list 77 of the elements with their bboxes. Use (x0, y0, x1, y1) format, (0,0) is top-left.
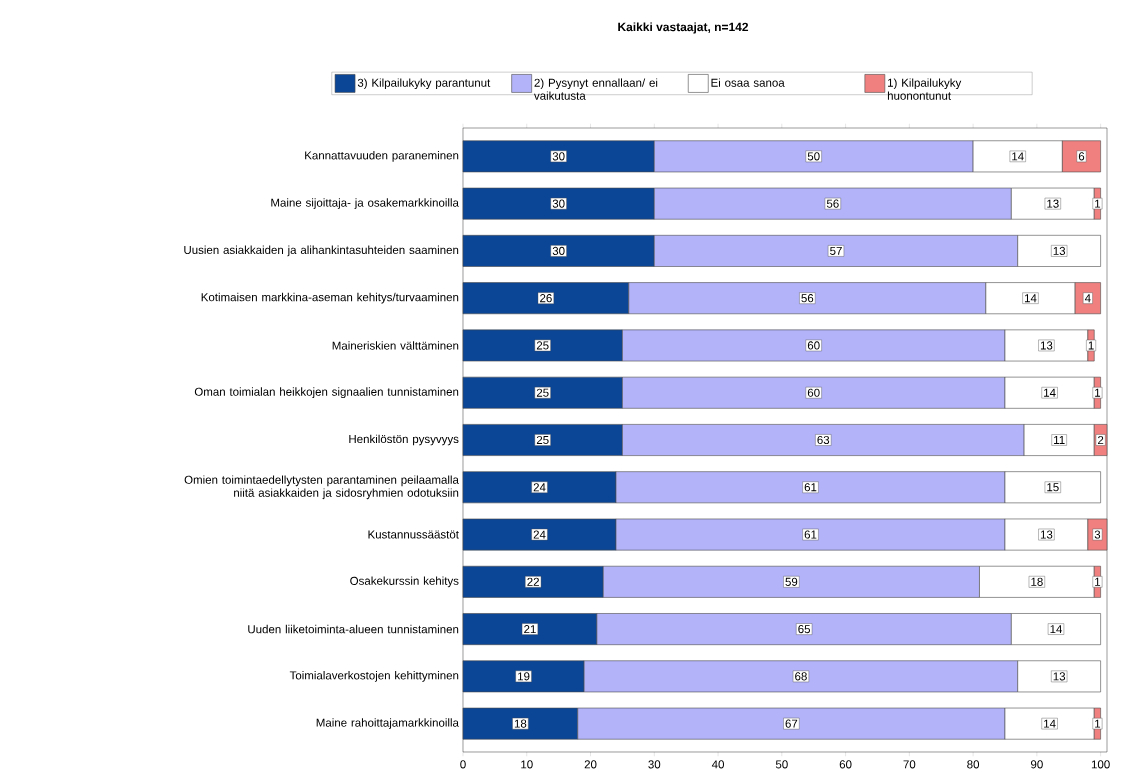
x-tick-label: 90 (1031, 760, 1043, 769)
y-tick-label: Oman toimialan heikkojen signaalien tunnistaminen (194, 387, 459, 398)
data-label: 13 (1047, 199, 1059, 208)
data-label: 60 (807, 341, 820, 350)
data-label: 65 (798, 624, 811, 634)
y-tick-label: Toimialaverkostojen kehittyminen (289, 670, 459, 682)
data-label: 56 (801, 293, 814, 303)
data-label: 50 (807, 152, 820, 161)
data-label: 15 (1047, 483, 1059, 492)
data-label: 11 (1054, 435, 1065, 444)
data-label: 4 (1084, 294, 1091, 302)
y-tick-label: Kotimaisen markkina-aseman kehitys/turvaaminen (201, 292, 459, 304)
data-label: 24 (533, 530, 546, 539)
legend-label: 3) Kilpailukyky parantunut (357, 78, 491, 89)
y-tick-label: Kustannussäästöt (368, 530, 459, 539)
data-label: 14 (1012, 152, 1024, 161)
y-tick-label: Kannattavuuden paraneminen (305, 150, 459, 162)
y-tick-label: Maineriskien välttäminen (332, 341, 459, 350)
data-label: 30 (552, 152, 565, 161)
x-tick-label: 100 (1091, 760, 1110, 769)
data-label: 57 (830, 246, 842, 255)
data-label: 24 (533, 483, 546, 492)
y-tick-label: Henkilöstön pysyvyys (349, 434, 459, 446)
x-tick-label: 60 (839, 760, 852, 769)
x-tick-label: 20 (584, 760, 597, 769)
data-label: 61 (804, 483, 817, 492)
data-label: 25 (536, 435, 549, 444)
data-label: 13 (1040, 341, 1053, 350)
x-tick-label: 10 (521, 760, 533, 769)
data-label: 56 (826, 199, 839, 208)
x-tick-label: 0 (460, 760, 466, 769)
x-tick-label: 70 (903, 760, 916, 769)
y-tick-label: Maine rahoittajamarkkinoilla (316, 718, 459, 729)
legend-label: 2) Pysynyt ennallaan/ ei vaikutusta (534, 78, 658, 100)
x-tick-label: 50 (775, 760, 788, 769)
data-label: 59 (785, 577, 798, 586)
data-label: 13 (1040, 530, 1053, 539)
data-label: 26 (540, 293, 552, 303)
x-tick-label: 40 (711, 760, 724, 769)
y-tick-label: Omien toimintaedellytysten parantaminen peilaamalla niitä asiakkaiden ja sidosryhmien odotuksiin (184, 475, 459, 499)
data-label: 6 (1078, 152, 1085, 161)
data-label: 13 (1053, 246, 1066, 255)
data-label: 25 (536, 341, 549, 350)
data-label: 1 (1095, 577, 1101, 586)
data-label: 61 (804, 530, 817, 539)
chart-title: Kaikki vastaajat, n=142 (618, 22, 749, 34)
data-label: 30 (552, 246, 565, 255)
data-label: 14 (1050, 625, 1063, 633)
data-label: 1 (1095, 199, 1101, 208)
data-label: 30 (552, 199, 565, 208)
data-label: 19 (518, 672, 530, 681)
data-label: 14 (1024, 294, 1037, 302)
data-label: 18 (1031, 577, 1043, 586)
data-label: 22 (527, 577, 539, 586)
data-label: 21 (524, 624, 536, 633)
y-tick-label: Osakekurssin kehitys (350, 576, 459, 588)
data-label: 1 (1095, 719, 1101, 728)
data-label: 68 (795, 672, 807, 681)
data-label: 18 (514, 719, 527, 728)
data-label: 2 (1098, 435, 1104, 444)
data-label: 60 (807, 388, 820, 397)
y-tick-label: Maine sijoittaja- ja osakemarkkinoilla (271, 198, 459, 209)
data-label: 14 (1044, 719, 1056, 728)
data-label: 63 (817, 435, 830, 444)
x-tick-label: 80 (967, 760, 980, 769)
data-label: 25 (536, 388, 549, 397)
legend-label: 1) Kilpailukyky huonontunut (887, 78, 962, 100)
legend-label: Ei osaa sanoa (711, 78, 785, 87)
data-label: 1 (1095, 388, 1101, 397)
data-label: 3 (1094, 530, 1101, 539)
data-label: 14 (1044, 388, 1056, 397)
y-tick-label: Uuden liiketoiminta-alueen tunnistaminen (248, 624, 459, 634)
x-tick-label: 30 (648, 760, 661, 769)
y-tick-label: Uusien asiakkaiden ja alihankintasuhteiden saaminen (184, 245, 459, 257)
data-label: 67 (785, 719, 798, 728)
data-label: 13 (1053, 672, 1066, 681)
data-label: 1 (1088, 341, 1094, 350)
